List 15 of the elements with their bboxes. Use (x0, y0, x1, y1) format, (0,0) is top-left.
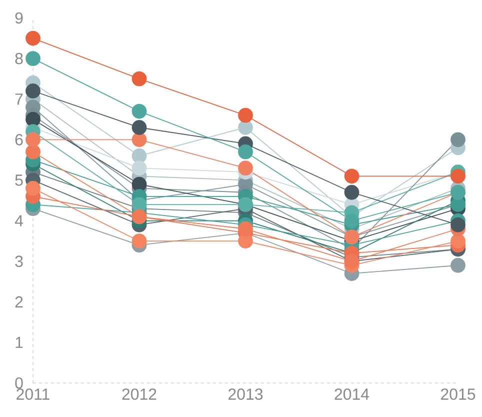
y-tick-label: 4 (14, 215, 23, 226)
x-tick-label: 2011 (16, 388, 50, 400)
y-tick-label: 3 (15, 256, 23, 267)
x-tick-label: 2014 (334, 388, 370, 400)
y-tick-label: 5 (15, 174, 23, 186)
y-tick-label: 6 (15, 134, 23, 146)
y-tick-label: 1 (16, 336, 23, 348)
y-tick-label: 9 (15, 12, 23, 24)
y-tick-label: 2 (15, 296, 23, 308)
x-tick-label: 2013 (228, 388, 263, 400)
x-tick-label: 2015 (441, 388, 476, 400)
y-tick-label: 8 (15, 52, 23, 64)
y-tick-label: 7 (15, 94, 23, 105)
y-tick-label: 0 (15, 377, 23, 389)
x-tick-label: 2012 (122, 388, 156, 400)
